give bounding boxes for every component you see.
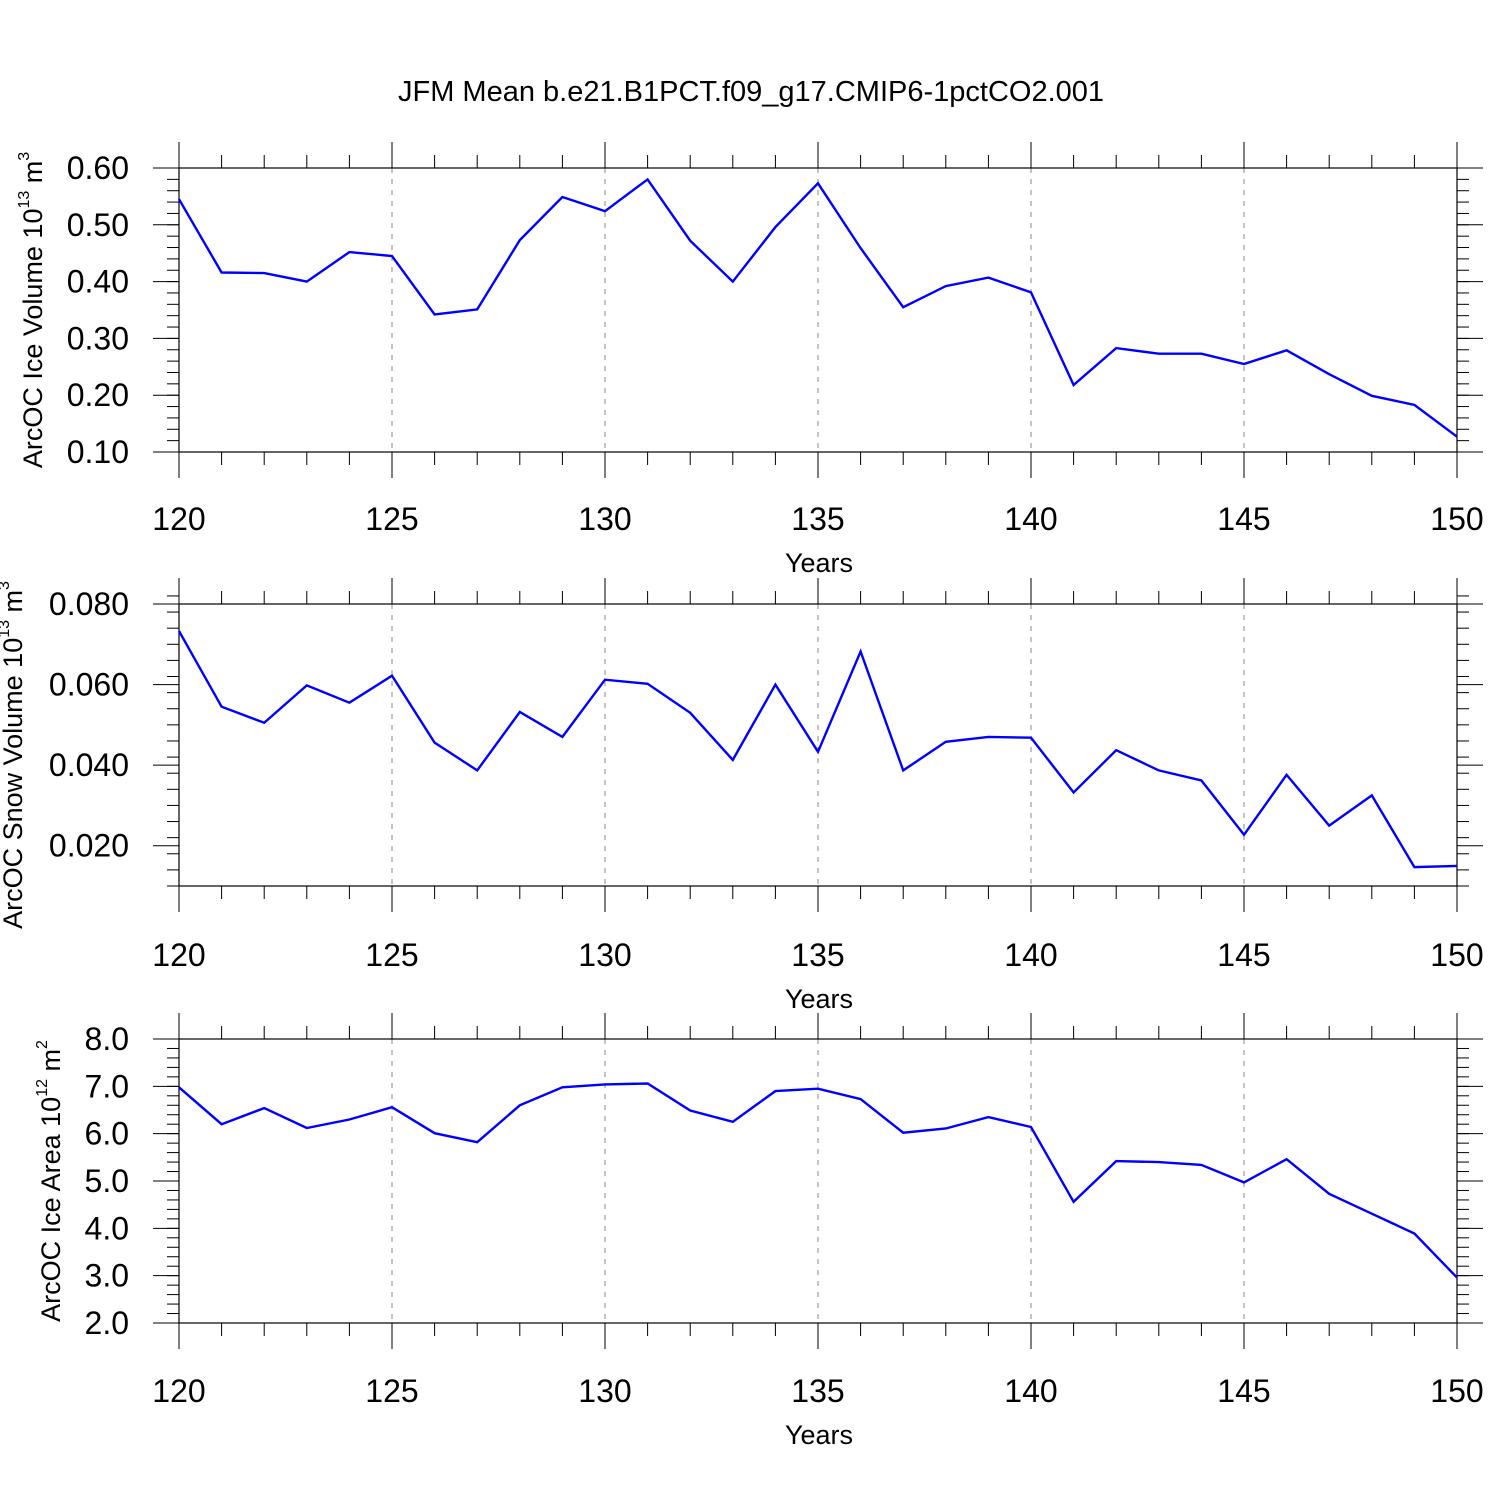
plot-frame <box>178 1038 1458 1324</box>
y-axis-label: ArcOC Ice Area 1012 m2 <box>34 1040 66 1322</box>
y-tick-label: 0.60 <box>67 150 129 186</box>
panel-1: 120 125 130 135 140 145 150 Years 0.10 0.20 0.30 0.… <box>16 142 1484 578</box>
x-tick-label: 130 <box>578 1373 631 1409</box>
x-tick-label: 130 <box>578 501 631 537</box>
x-tick-label: 125 <box>365 1373 418 1409</box>
x-tick-label: 130 <box>578 937 631 973</box>
y-tick-label: 0.10 <box>67 434 129 470</box>
y-tick-label: 0.060 <box>49 667 129 703</box>
x-tick-label: 140 <box>1004 937 1057 973</box>
x-tick-label: 135 <box>791 501 844 537</box>
x-tick-label: 150 <box>1430 501 1483 537</box>
x-tick-label: 150 <box>1430 1373 1483 1409</box>
series-line <box>177 177 1458 438</box>
y-axis-label: ArcOC Snow Volume 1013 m3 <box>0 581 28 929</box>
y-tick-label: 3.0 <box>85 1258 129 1294</box>
series-line <box>177 630 1458 869</box>
x-axis-label: Years <box>785 1420 853 1450</box>
x-tick-label: 145 <box>1217 937 1270 973</box>
y-tick-label: 7.0 <box>85 1068 129 1104</box>
x-tick-label: 120 <box>152 501 205 537</box>
panel-3: 120 125 130 135 140 145 150 Years 2.0 3.0 4.0 5.0 6.… <box>34 1013 1484 1450</box>
x-tick-label: 140 <box>1004 1373 1057 1409</box>
x-axis-label: Years <box>785 548 853 578</box>
y-tick-label: 0.080 <box>49 586 129 622</box>
y-tick-label: 6.0 <box>85 1116 129 1152</box>
x-axis-label: Years <box>785 984 853 1014</box>
y-tick-label: 0.20 <box>67 377 129 413</box>
y-tick-label: 0.020 <box>49 828 129 864</box>
y-tick-label: 0.040 <box>49 747 129 783</box>
y-tick-label: 8.0 <box>85 1021 129 1057</box>
x-tick-label: 125 <box>365 501 418 537</box>
chart-title: JFM Mean b.e21.B1PCT.f09_g17.CMIP6-1pctC… <box>398 76 1104 108</box>
x-tick-label: 120 <box>152 937 205 973</box>
x-tick-label: 145 <box>1217 501 1270 537</box>
panel-2: 120 125 130 135 140 145 150 Years 0.020 0.040 0.06… <box>0 578 1484 1014</box>
y-tick-label: 5.0 <box>85 1163 129 1199</box>
x-tick-label: 125 <box>365 937 418 973</box>
y-tick-label: 2.0 <box>85 1305 129 1341</box>
y-tick-label: 0.40 <box>67 264 129 300</box>
x-tick-label: 135 <box>791 937 844 973</box>
x-tick-label: 150 <box>1430 937 1483 973</box>
x-tick-label: 120 <box>152 1373 205 1409</box>
y-tick-label: 0.50 <box>67 207 129 243</box>
x-tick-label: 145 <box>1217 1373 1270 1409</box>
x-tick-label: 135 <box>791 1373 844 1409</box>
y-axis-label: ArcOC Ice Volume 1013 m3 <box>16 152 48 468</box>
y-tick-label: 0.30 <box>67 320 129 356</box>
y-tick-label: 4.0 <box>85 1210 129 1246</box>
plot-frame <box>178 167 1458 453</box>
x-tick-label: 140 <box>1004 501 1057 537</box>
plot-frame <box>178 603 1458 887</box>
